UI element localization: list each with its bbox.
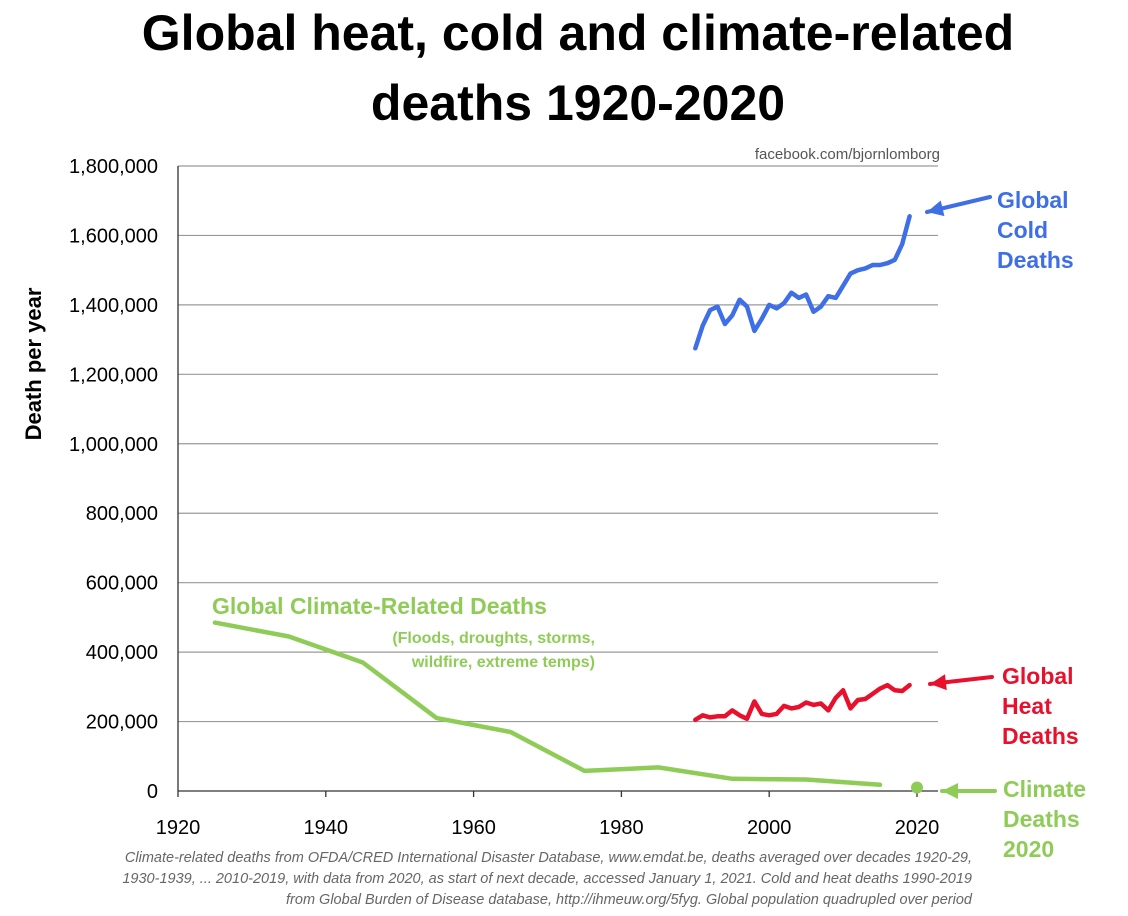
y-tick-label: 1,400,000 <box>69 295 158 317</box>
gridlines <box>178 165 938 723</box>
y-tick-label: 800,000 <box>86 503 158 525</box>
cold-deaths-label: Global Cold Deaths <box>997 187 1074 273</box>
y-tick-label: 1,600,000 <box>69 225 158 247</box>
footnote-line-3: from Global Burden of Disease database, … <box>286 892 973 908</box>
y-tick-label: 200,000 <box>86 712 158 734</box>
climate-related-sub-1: (Floods, droughts, storms, <box>392 630 595 647</box>
y-tick-label: 1,000,000 <box>69 434 158 456</box>
footnote-line-2: 1930-1939, ... 2010-2019, with data from… <box>122 871 972 887</box>
heat-arrow <box>928 674 994 691</box>
climate2020-label-line-1: Climate <box>1003 776 1086 802</box>
y-tick-label: 1,200,000 <box>69 364 158 386</box>
credit-text: facebook.com/bjornlomborg <box>755 146 940 163</box>
x-tick-label: 1940 <box>304 817 349 839</box>
heat-label-line-2: Heat <box>1002 693 1052 719</box>
cold-label-line-3: Deaths <box>997 247 1074 273</box>
x-tick-label: 1920 <box>156 817 201 839</box>
footnote-line-1: Climate-related deaths from OFDA/CRED In… <box>125 850 972 866</box>
climate-2020-label: Climate Deaths 2020 <box>1003 776 1086 862</box>
climate-2020-arrow <box>940 783 997 799</box>
y-tick-label: 1,800,000 <box>69 156 158 178</box>
y-axis-label: Death per year <box>21 287 46 440</box>
chart-title-line-1: Global heat, cold and climate-related <box>142 5 1014 61</box>
climate-related-label: Global Climate-Related Deaths (Floods, d… <box>212 593 595 671</box>
x-tick-label: 2020 <box>895 817 940 839</box>
annotation-arrows <box>925 195 997 799</box>
climate-related-sub-2: wildfire, extreme temps) <box>411 654 595 671</box>
y-tick-label: 400,000 <box>86 642 158 664</box>
heat-deaths-label: Global Heat Deaths <box>1002 663 1079 749</box>
arrow-head <box>942 783 958 799</box>
series-group <box>212 214 923 794</box>
climate-related-title: Global Climate-Related Deaths <box>212 593 547 619</box>
heat-label-line-1: Global <box>1002 663 1074 689</box>
footnote: Climate-related deaths from OFDA/CRED In… <box>122 850 973 908</box>
cold-label-line-2: Cold <box>997 217 1048 243</box>
axes: 0 200,000 400,000 600,000 800,000 1,000,000 1,… <box>69 156 939 839</box>
heat-label-line-3: Deaths <box>1002 723 1079 749</box>
cold-label-line-1: Global <box>997 187 1069 213</box>
climate2020-label-line-2: Deaths <box>1003 806 1080 832</box>
chart-title-line-2: deaths 1920-2020 <box>371 75 785 131</box>
x-tick-label: 1960 <box>451 817 496 839</box>
cold-arrow <box>925 195 992 217</box>
global-heat-deaths-line <box>693 682 912 723</box>
arrow-head <box>927 200 945 217</box>
y-tick-label: 0 <box>147 781 158 803</box>
climate2020-label-line-3: 2020 <box>1003 836 1054 862</box>
global-climate-related-deaths-line <box>212 620 883 788</box>
y-tick-label: 600,000 <box>86 573 158 595</box>
arrow-head <box>930 674 947 691</box>
climate-2020-point <box>911 781 923 794</box>
global-cold-deaths-line <box>693 214 912 351</box>
x-tick-label: 1980 <box>599 817 644 839</box>
x-tick-label: 2000 <box>747 817 792 839</box>
